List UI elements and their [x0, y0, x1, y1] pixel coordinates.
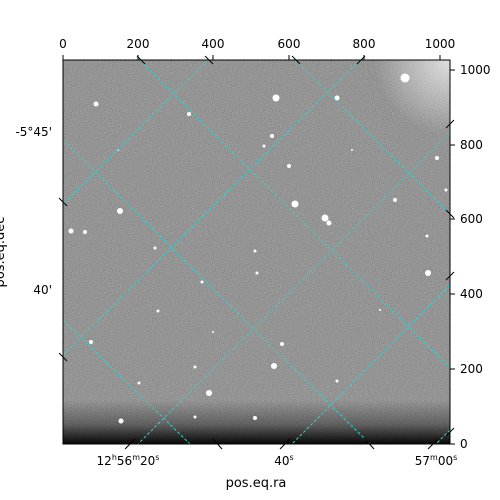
right-tick-label: 800 [460, 138, 483, 152]
top-tick-label: 600 [278, 37, 301, 51]
top-tick-label: 400 [202, 37, 225, 51]
coordinate-grid [63, 60, 450, 444]
star [253, 416, 257, 420]
star [212, 331, 214, 333]
star [156, 309, 160, 313]
star [206, 390, 212, 396]
star [193, 365, 197, 369]
dec-tick-label: -5°45' [15, 125, 52, 139]
star [270, 134, 274, 138]
top-tick-label: 800 [353, 37, 376, 51]
stars [68, 73, 448, 424]
grid-line [63, 319, 191, 444]
grid-line [291, 284, 450, 444]
star [326, 220, 332, 226]
right-tick-label: 400 [460, 287, 483, 301]
star [393, 198, 397, 202]
star [334, 95, 340, 101]
top-tick-label: 200 [127, 37, 150, 51]
star [83, 230, 87, 234]
y-axis-label: pos.eq.dec [0, 217, 8, 288]
right-tick-label: 600 [460, 212, 483, 226]
star [335, 379, 339, 383]
star [187, 112, 191, 116]
star [253, 249, 257, 253]
right-tick-label: 0 [460, 437, 468, 451]
star [89, 340, 93, 344]
star [68, 228, 74, 234]
top-tick-label: 0 [59, 37, 67, 51]
star [193, 415, 197, 419]
star [153, 246, 157, 250]
star [137, 381, 141, 385]
star [425, 270, 431, 276]
star [272, 94, 280, 102]
star [271, 363, 277, 369]
star [200, 280, 204, 284]
star [287, 164, 291, 168]
plot-frame [62, 59, 451, 445]
world-ticks [58, 55, 455, 450]
grid-line [63, 60, 209, 205]
star [255, 271, 259, 275]
grid-line [139, 60, 450, 369]
ra-tick-label: 40s [274, 453, 293, 468]
right-tick-label: 200 [460, 362, 483, 376]
star [291, 200, 299, 208]
star [351, 149, 353, 151]
ra-tick-label: 12h56m20s [97, 453, 160, 468]
ra-tick-label: 57m00s [415, 453, 458, 468]
grid-line [137, 131, 450, 444]
x-axis-label: pos.eq.ra [226, 476, 287, 491]
star [117, 208, 123, 214]
star [280, 342, 284, 346]
sky-image [63, 60, 450, 444]
star [262, 144, 266, 148]
right-axis [450, 69, 455, 445]
star [379, 309, 381, 311]
grid-line [63, 139, 371, 444]
star [444, 188, 448, 192]
top-axis [62, 55, 441, 60]
dec-tick-label: 40' [33, 283, 52, 297]
star [435, 156, 439, 160]
grid-line [294, 60, 450, 215]
top-tick-label: 1000 [425, 37, 456, 51]
star [93, 101, 99, 107]
star [321, 214, 329, 222]
star [118, 418, 124, 424]
star [400, 73, 410, 83]
star [425, 234, 429, 238]
grid-line [435, 429, 450, 444]
right-tick-label: 1000 [460, 63, 491, 77]
